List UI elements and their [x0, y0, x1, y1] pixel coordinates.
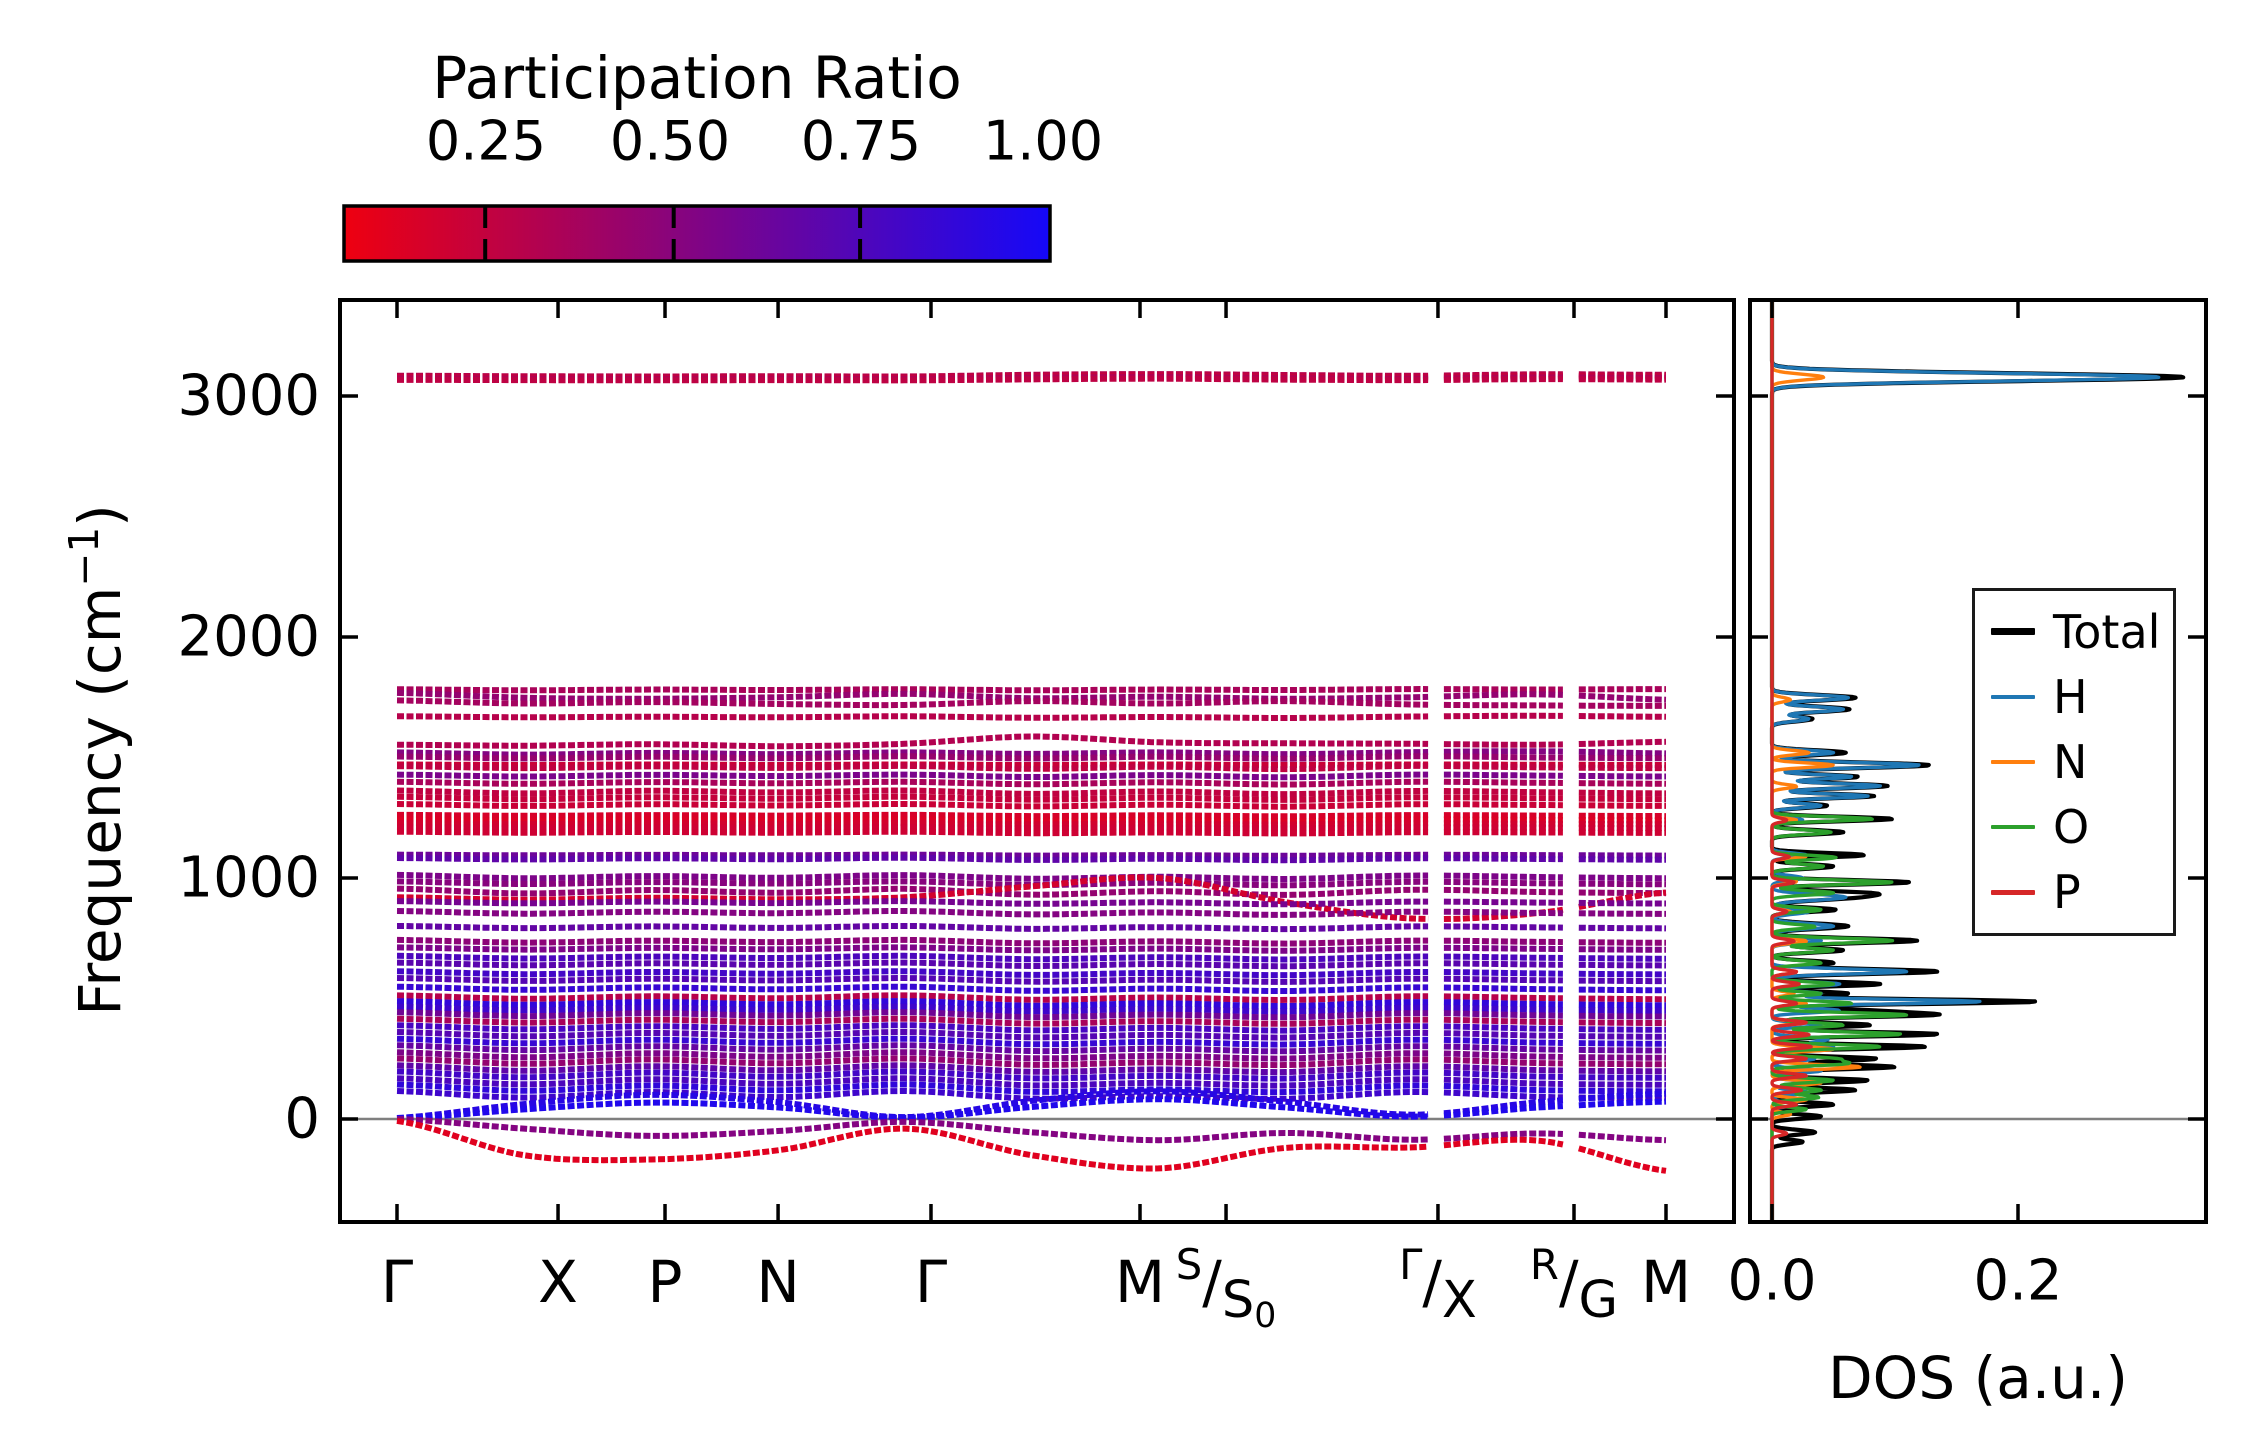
legend-entry: P	[1975, 869, 2173, 915]
legend-line-sample	[1991, 824, 2035, 830]
legend-line-sample	[1991, 694, 2035, 700]
colorbar-title: Participation Ratio	[432, 44, 962, 112]
legend-label: Total	[2053, 604, 2161, 659]
legend-line-sample	[1991, 759, 2035, 765]
y-axis-label-text: Frequency (cm	[66, 586, 134, 1016]
y-axis-label-close: )	[66, 504, 134, 527]
legend-label: H	[2053, 669, 2088, 724]
kpoint-label: Γ	[914, 1248, 948, 1316]
ytick-label: 3000	[177, 363, 320, 429]
colorbar-tick-label: 0.75	[800, 109, 922, 173]
colorbar-tick-label: 1.00	[982, 109, 1104, 173]
legend-label: N	[2053, 734, 2088, 789]
colorbar-tick-label: 0.25	[425, 109, 547, 173]
legend-line-sample	[1991, 628, 2035, 636]
dos-legend: Total H N O P	[1972, 588, 2176, 936]
kpoint-label: Γ	[380, 1248, 414, 1316]
kpoint-label: P	[647, 1248, 683, 1316]
legend-label: P	[2053, 865, 2081, 920]
ytick-label: 1000	[177, 845, 320, 911]
kpoint-label: X	[538, 1248, 578, 1316]
kpoint-label: S/S0	[1175, 1240, 1277, 1336]
kpoint-label: R/G	[1529, 1240, 1619, 1331]
legend-entry: H	[1975, 674, 2173, 720]
dos-xtick-label: 0.2	[1973, 1248, 2063, 1314]
legend-entry: N	[1975, 739, 2173, 785]
dos-axis-label: DOS (a.u.)	[1828, 1344, 2128, 1412]
legend-label: O	[2053, 800, 2090, 855]
kpoint-label: M	[1114, 1248, 1166, 1316]
y-axis-label-exponent: −1	[59, 526, 108, 587]
dos-xtick-label: 0.0	[1727, 1248, 1817, 1314]
colorbar-tick-label: 0.50	[609, 109, 731, 173]
legend-line-sample	[1991, 890, 2035, 895]
ytick-label: 0	[284, 1086, 320, 1152]
kpoint-label: N	[756, 1248, 800, 1316]
legend-entry: O	[1975, 804, 2173, 850]
legend-entry: Total	[1975, 609, 2173, 655]
y-axis-label: Frequency (cm−1)	[60, 504, 134, 1016]
kpoint-label: Γ/X	[1399, 1240, 1477, 1331]
ytick-label: 2000	[177, 604, 320, 670]
kpoint-label: M	[1640, 1248, 1692, 1316]
